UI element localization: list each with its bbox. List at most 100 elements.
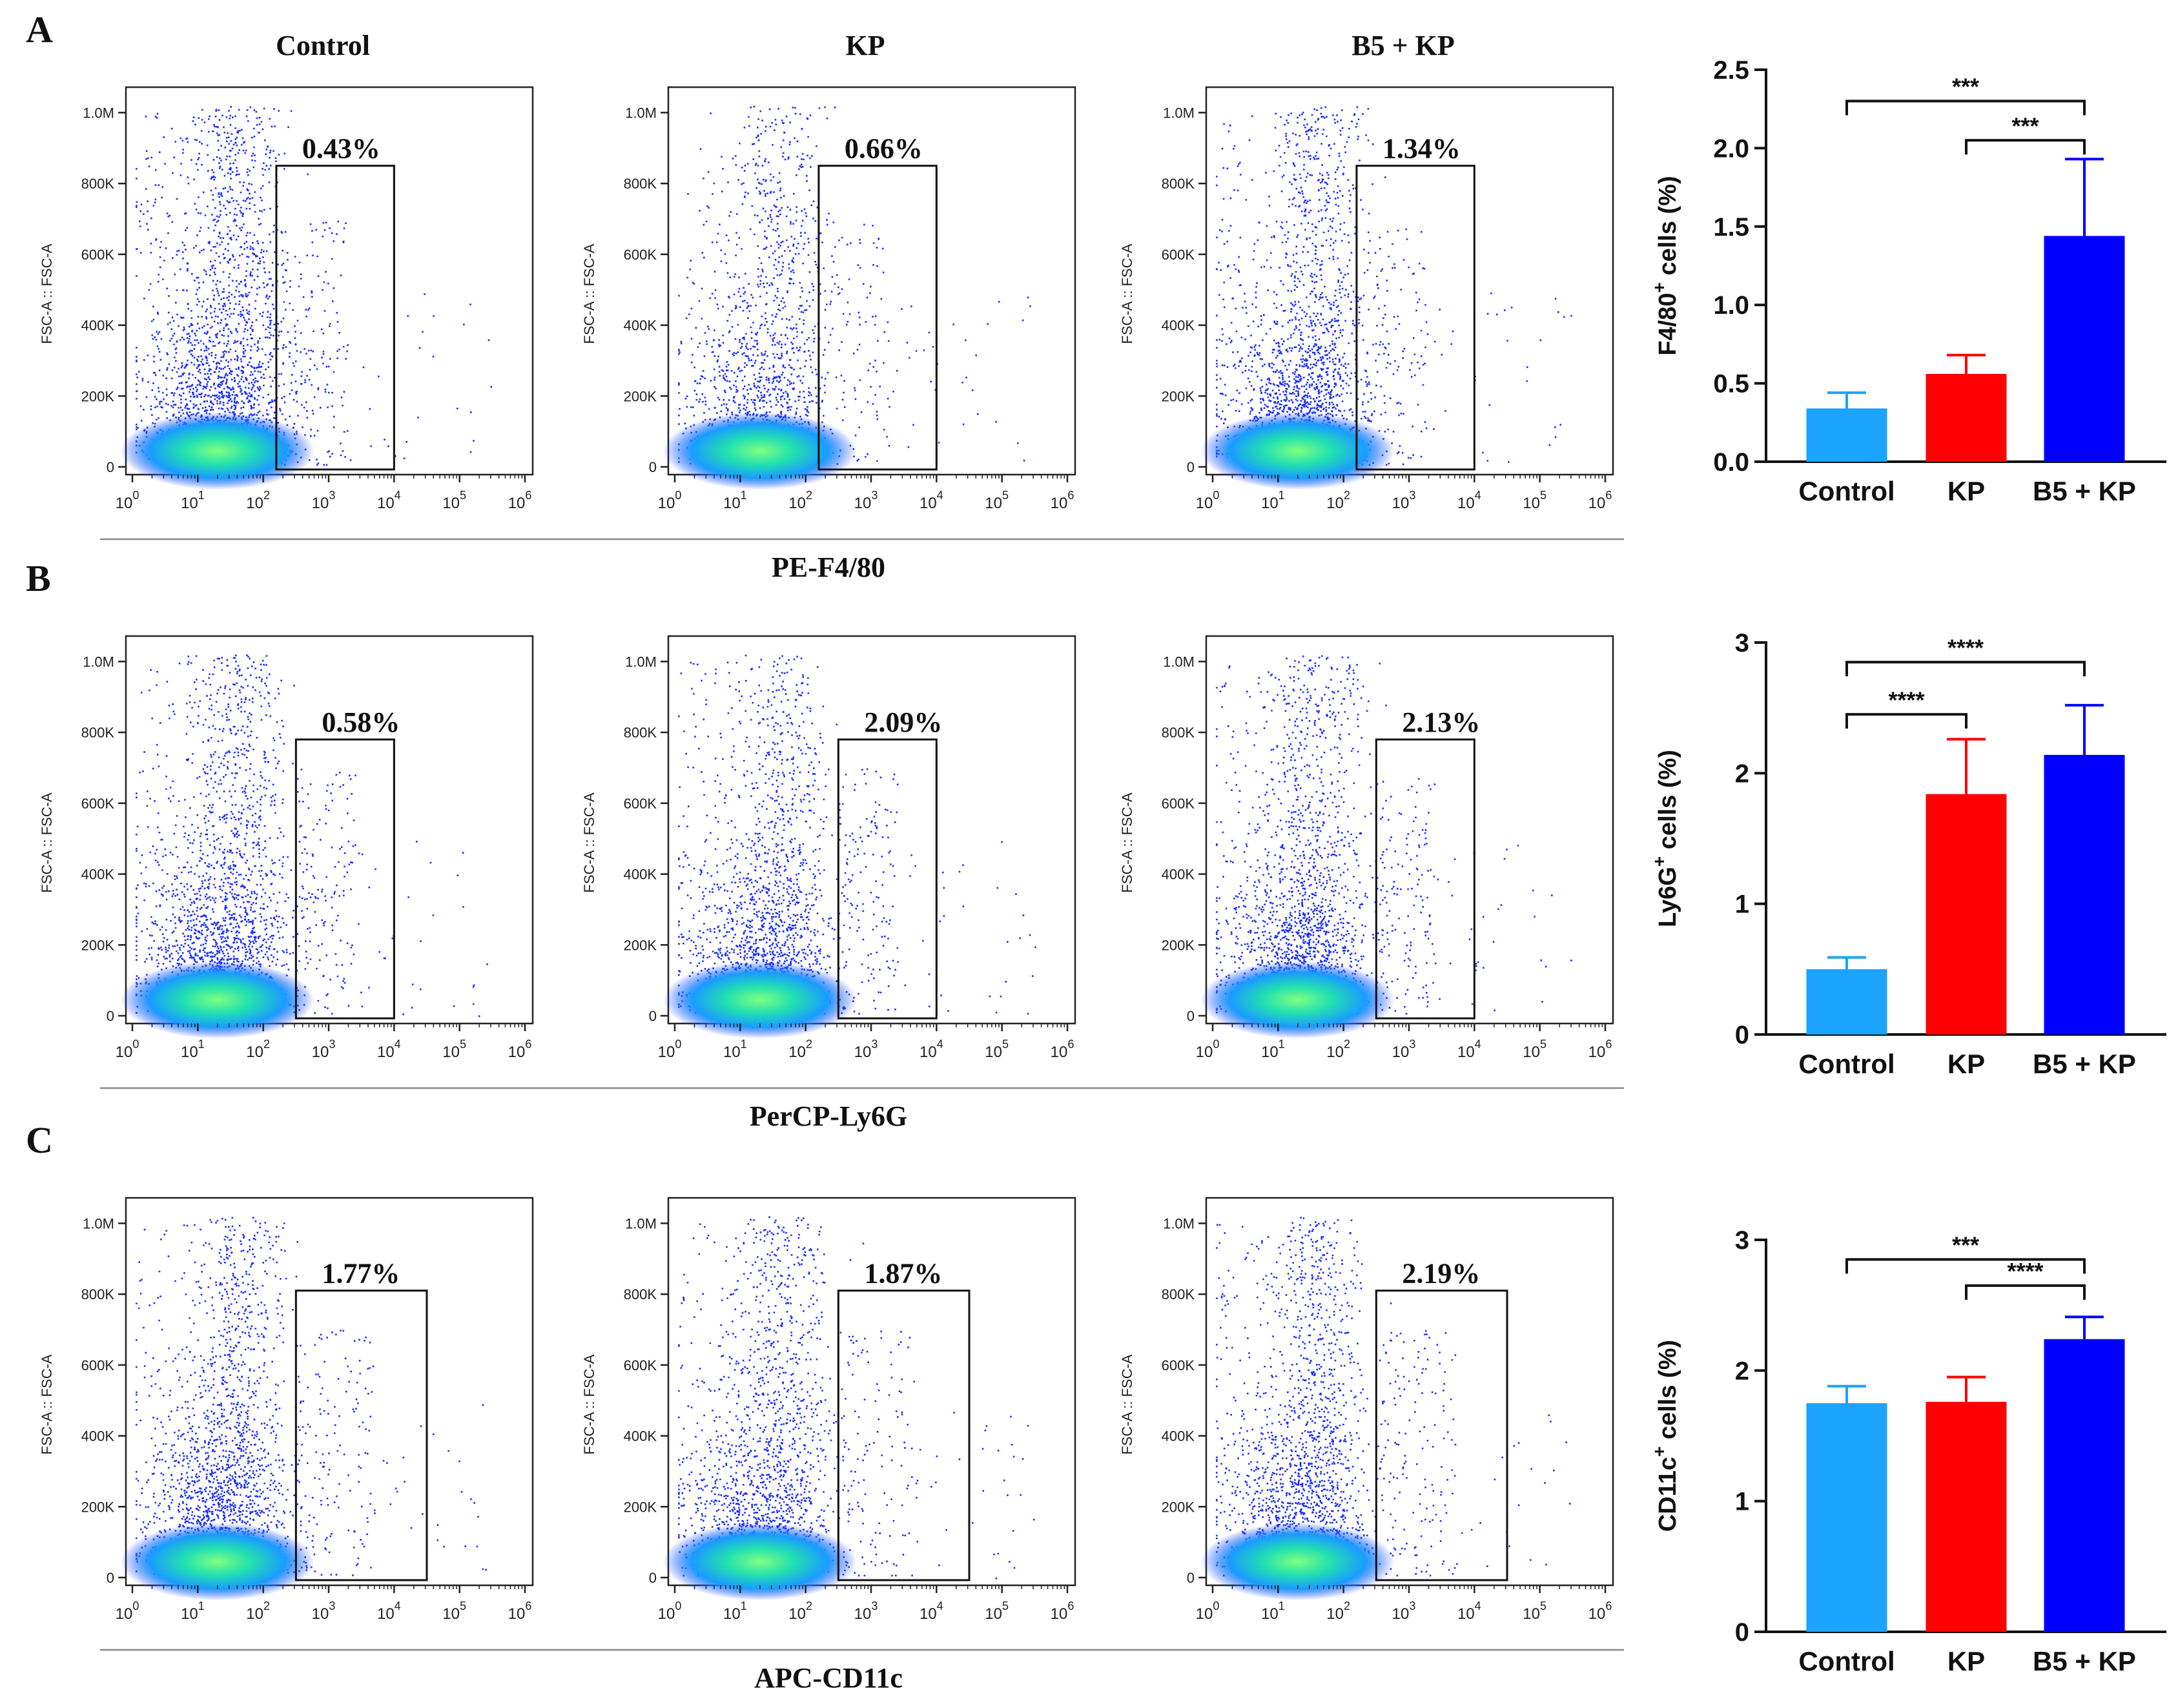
bar-b5-kp [2044, 755, 2125, 1034]
gate-rectangle [1355, 165, 1475, 471]
flow-plot-a-3: B5 + KP 1.34% 0 200K 400K 600K 800K 1.0M FSC-A :… [1119, 30, 1614, 512]
y-tick-label: 0 [649, 1008, 657, 1024]
bar-chart-1: 0.0 0.5 1.0 1.5 2.0 2.5 F4/80+ cells (%) Contro… [1649, 56, 2166, 506]
y-tick-label: 800K [624, 725, 657, 741]
x-tick-label: 103 [1392, 1600, 1416, 1623]
significance-bracket [1845, 1258, 2086, 1274]
x-tick-label: 102 [246, 1600, 270, 1623]
x-tick-label: 102 [246, 489, 270, 512]
density-core [1200, 961, 1395, 1039]
x-tick-label: 102 [788, 489, 812, 512]
group-header: KP [845, 30, 885, 61]
y-tick-label: 200K [81, 1499, 115, 1515]
marker-axis-label: PerCP-Ly6G [750, 1100, 907, 1132]
y-tick-label: 3 [1735, 629, 1749, 657]
y-tick-label: 2.0 [1713, 134, 1749, 163]
x-tick-label: 104 [377, 1038, 401, 1061]
y-tick-label: 0 [1187, 1008, 1195, 1024]
x-tick-label: 103 [1392, 1038, 1416, 1061]
significance-bracket [1845, 661, 2086, 677]
bar-control [1806, 969, 1887, 1034]
panel-letter-b: B [26, 557, 51, 599]
x-tick-label: 100 [1196, 1600, 1220, 1623]
gate-percent-label: 1.77% [322, 1258, 400, 1290]
significance-bracket [1845, 99, 2086, 116]
density-core [120, 961, 314, 1039]
y-tick-label: 600K [1162, 1357, 1195, 1374]
x-tick-label: 105 [1523, 489, 1546, 512]
significance-label: *** [1952, 74, 1979, 100]
bar-charts: 0.0 0.5 1.0 1.5 2.0 2.5 F4/80+ cells (%) Contro… [1649, 56, 2166, 1676]
y-tick-label: 0.5 [1713, 370, 1749, 398]
y-tick-label: 800K [81, 725, 115, 741]
x-tick-label: 100 [658, 489, 682, 512]
y-tick-label: 800K [1162, 1286, 1195, 1302]
y-tick-label: 800K [624, 1286, 657, 1302]
x-tick-label: 100 [658, 1600, 682, 1623]
gate-percent-label: 0.58% [322, 706, 400, 738]
gate-rectangle [294, 1290, 428, 1581]
x-tick-label: 106 [1588, 1600, 1612, 1623]
y-tick-label: 200K [1162, 388, 1195, 404]
group-header: Control [276, 30, 370, 61]
x-tick-label: 103 [312, 1038, 336, 1061]
y-tick-label: 2.5 [1713, 56, 1749, 85]
y-tick-label: 1.0M [83, 653, 114, 670]
x-tick-label: 105 [1523, 1600, 1546, 1623]
panel-letter-a: A [26, 8, 53, 50]
y-tick-label: 800K [624, 176, 657, 192]
x-tick-label: Control [1798, 1646, 1895, 1676]
y-tick-label: 0 [107, 1570, 114, 1586]
significance-label: **** [1888, 686, 1924, 713]
density-core [120, 1523, 314, 1601]
x-tick-label: 105 [442, 489, 466, 512]
x-tick-label: 105 [442, 1038, 466, 1061]
x-tick-label: 102 [1326, 1600, 1350, 1623]
density-core [663, 1523, 857, 1601]
x-tick-label: 101 [181, 489, 205, 512]
x-tick-label: KP [1947, 476, 1985, 506]
x-tick-label: 100 [658, 1038, 682, 1061]
gate-rectangle [1375, 1290, 1508, 1581]
y-tick-label: 0 [649, 459, 657, 475]
y-axis-label: FSC-A :: FSC-A [39, 792, 55, 893]
gate-percent-label: 1.34% [1382, 133, 1461, 165]
x-tick-label: 103 [1392, 489, 1416, 512]
y-axis-label: F4/80+ cells (%) [1649, 176, 1681, 355]
y-tick-label: 1.0M [1163, 1215, 1195, 1231]
x-tick-label: 106 [508, 1600, 532, 1623]
y-tick-label: 600K [81, 1357, 115, 1374]
x-tick-label: 103 [312, 1600, 336, 1623]
x-tick-label: 101 [1261, 1038, 1285, 1061]
event-dots [1216, 106, 1572, 466]
y-tick-label: 200K [81, 388, 115, 404]
x-tick-label: 102 [788, 1600, 812, 1623]
x-tick-label: KP [1947, 1646, 1985, 1676]
y-tick-label: 0.0 [1713, 448, 1749, 477]
x-tick-label: 104 [377, 1600, 401, 1623]
y-tick-label: 400K [624, 318, 657, 334]
y-tick-label: 0 [107, 459, 114, 475]
bar-b5-kp [2044, 1339, 2125, 1632]
marker-axis-label: PE-F4/80 [772, 551, 885, 583]
y-tick-label: 0 [1735, 1021, 1749, 1049]
significance-label: *** [1952, 1231, 1979, 1258]
event-dots-path [1216, 106, 1429, 466]
x-tick-label: 101 [1261, 489, 1285, 512]
x-tick-label: 105 [1523, 1038, 1546, 1061]
x-tick-label: 103 [854, 489, 878, 512]
significance-label: *** [2011, 112, 2039, 139]
bar-b5-kp [2044, 236, 2125, 462]
x-tick-label: 103 [312, 489, 336, 512]
y-tick-label: 0 [649, 1570, 657, 1586]
y-tick-label: 200K [624, 388, 657, 404]
y-tick-label: 2 [1735, 759, 1749, 788]
y-tick-label: 1.0M [625, 105, 657, 121]
y-tick-label: 400K [624, 867, 657, 883]
gate-rectangle [837, 1290, 971, 1581]
event-dots-path [136, 106, 349, 466]
bar-control [1806, 1403, 1887, 1632]
